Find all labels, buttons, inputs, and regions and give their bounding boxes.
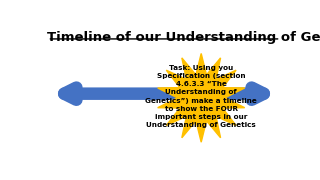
Polygon shape [158,53,245,142]
Text: Task: Using you
Specification (section
4.6.3.3 “The
Understanding of
Genetics”) : Task: Using you Specification (section 4… [145,65,257,128]
Text: Timeline of our Understanding of Genetics: Timeline of our Understanding of Genetic… [47,31,320,44]
